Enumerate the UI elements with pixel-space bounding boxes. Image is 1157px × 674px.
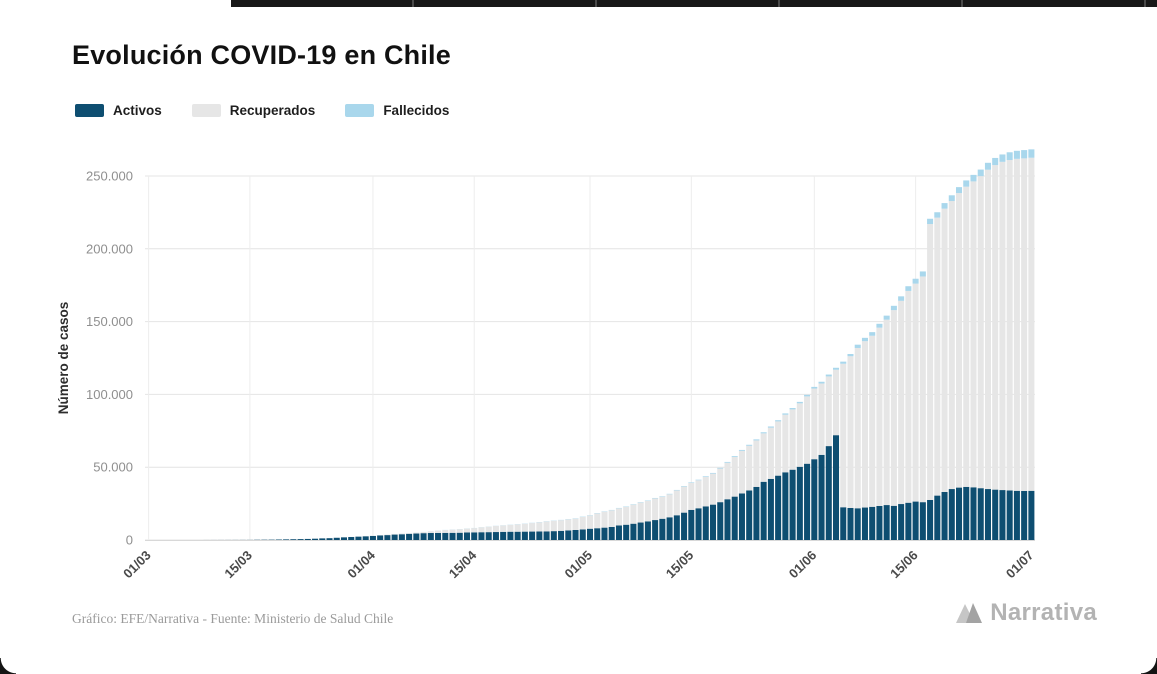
svg-text:250.000: 250.000 [86, 169, 133, 184]
svg-text:01/04: 01/04 [344, 547, 378, 581]
svg-text:01/07: 01/07 [1003, 548, 1037, 582]
legend-swatch-activos [75, 104, 104, 117]
svg-text:Número de casos: Número de casos [56, 302, 71, 415]
svg-text:01/03: 01/03 [120, 548, 154, 582]
narrativa-logo: Narrativa [954, 599, 1097, 627]
svg-text:0: 0 [126, 533, 133, 548]
svg-text:50.000: 50.000 [93, 460, 133, 475]
svg-text:15/04: 15/04 [446, 547, 480, 581]
svg-text:150.000: 150.000 [86, 314, 133, 329]
window-corner-right [1141, 658, 1157, 674]
svg-text:15/03: 15/03 [221, 548, 255, 582]
svg-text:01/05: 01/05 [562, 548, 596, 582]
source-credit: Gráfico: EFE/Narrativa - Fuente: Ministe… [72, 611, 394, 626]
legend-label-activos: Activos [113, 103, 162, 118]
window-corner-left [0, 658, 16, 674]
window-top-strip [231, 0, 1157, 7]
svg-text:01/06: 01/06 [786, 548, 820, 582]
svg-text:15/06: 15/06 [887, 548, 921, 582]
svg-text:15/05: 15/05 [663, 548, 697, 582]
legend-item-activos[interactable]: Activos [75, 103, 162, 118]
legend-item-fallecidos[interactable]: Fallecidos [345, 103, 449, 118]
legend-label-recuperados: Recuperados [229, 103, 316, 118]
chart-legend: Activos Recuperados Fallecidos [75, 103, 449, 118]
legend-item-recuperados[interactable]: Recuperados [191, 103, 316, 118]
narrativa-logo-text: Narrativa [990, 599, 1097, 626]
narrativa-logo-icon [956, 603, 983, 623]
page-title: Evolución COVID-19 en Chile [72, 40, 451, 70]
legend-label-fallecidos: Fallecidos [383, 103, 450, 118]
svg-text:100.000: 100.000 [86, 387, 133, 402]
legend-swatch-fallecidos [345, 104, 375, 117]
svg-text:200.000: 200.000 [86, 241, 133, 256]
legend-swatch-recuperados [191, 104, 221, 117]
